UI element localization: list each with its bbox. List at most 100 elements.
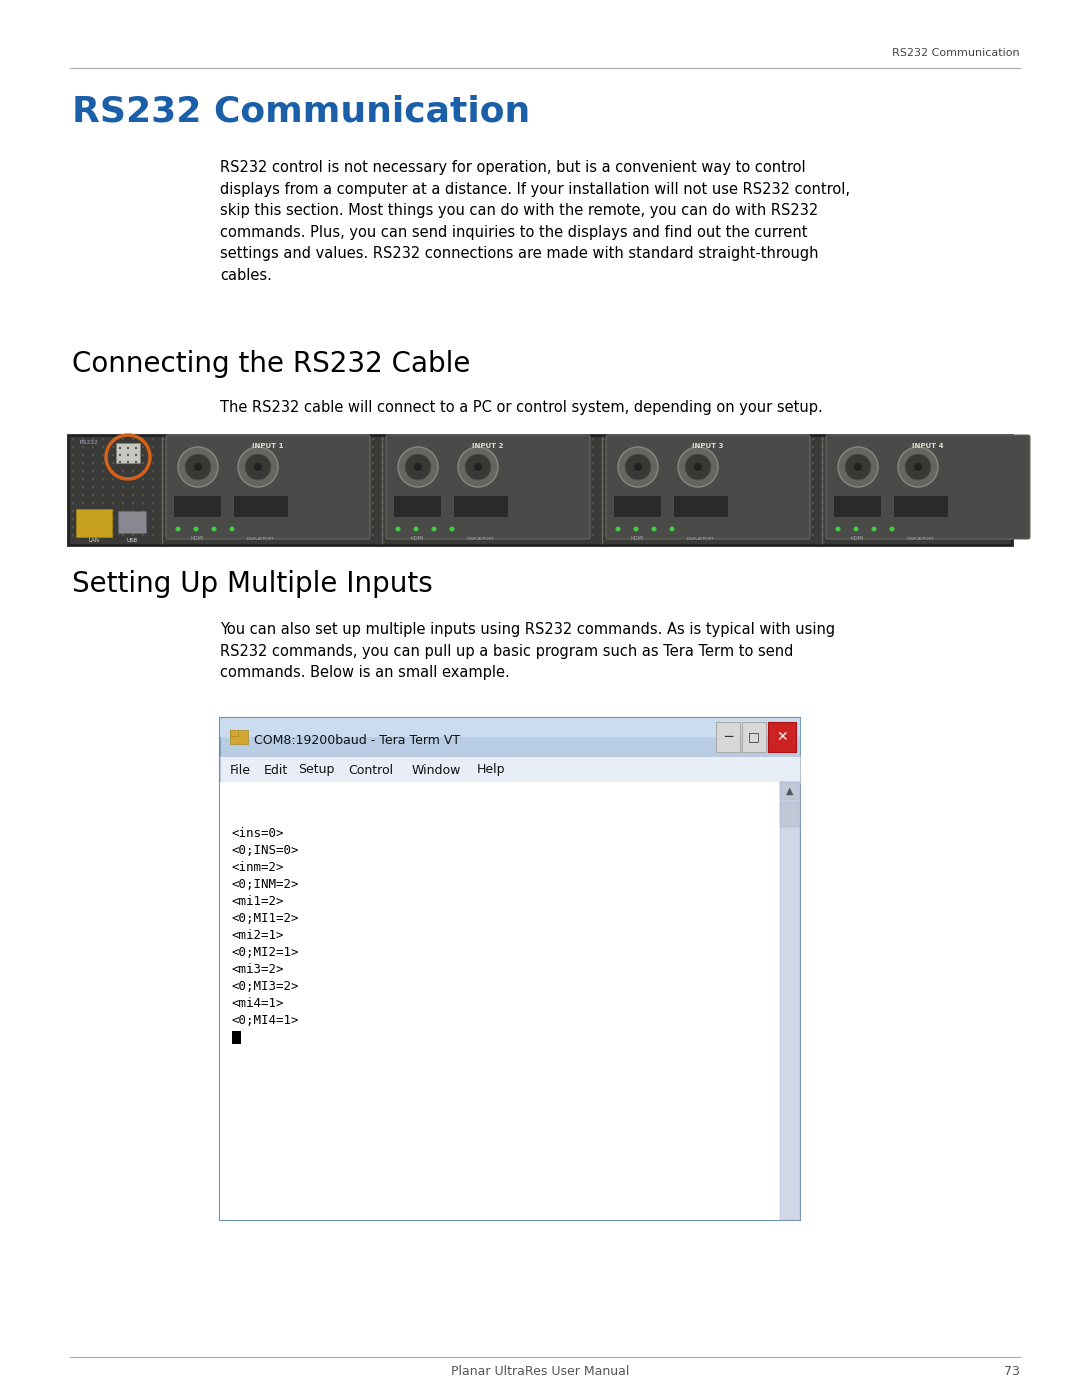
Text: HDMI: HDMI bbox=[850, 536, 864, 541]
Circle shape bbox=[712, 446, 714, 448]
Circle shape bbox=[912, 502, 914, 504]
Circle shape bbox=[652, 486, 654, 488]
Circle shape bbox=[502, 478, 504, 481]
Circle shape bbox=[752, 518, 754, 520]
Circle shape bbox=[102, 493, 104, 496]
Circle shape bbox=[341, 502, 345, 504]
Circle shape bbox=[252, 446, 254, 448]
Circle shape bbox=[512, 478, 514, 481]
Circle shape bbox=[991, 534, 995, 536]
Circle shape bbox=[912, 462, 914, 464]
Circle shape bbox=[512, 518, 514, 520]
Circle shape bbox=[502, 525, 504, 528]
Circle shape bbox=[432, 510, 434, 513]
Circle shape bbox=[119, 454, 121, 457]
Circle shape bbox=[632, 478, 634, 481]
Circle shape bbox=[132, 518, 134, 520]
Circle shape bbox=[862, 518, 864, 520]
Circle shape bbox=[562, 454, 564, 457]
Circle shape bbox=[562, 446, 564, 448]
Circle shape bbox=[491, 469, 495, 472]
Circle shape bbox=[411, 534, 415, 536]
Circle shape bbox=[782, 510, 784, 513]
Circle shape bbox=[462, 437, 464, 440]
Circle shape bbox=[812, 493, 814, 496]
Circle shape bbox=[352, 510, 354, 513]
Text: Planar UltraRes User Manual: Planar UltraRes User Manual bbox=[450, 1365, 630, 1377]
Circle shape bbox=[652, 454, 654, 457]
Circle shape bbox=[772, 486, 774, 488]
Circle shape bbox=[152, 486, 154, 488]
Circle shape bbox=[681, 502, 685, 504]
Circle shape bbox=[71, 437, 75, 440]
Circle shape bbox=[632, 446, 634, 448]
Circle shape bbox=[732, 462, 734, 464]
Circle shape bbox=[372, 525, 374, 528]
Circle shape bbox=[502, 502, 504, 504]
Circle shape bbox=[611, 454, 615, 457]
Circle shape bbox=[112, 446, 114, 448]
Circle shape bbox=[71, 525, 75, 528]
Circle shape bbox=[135, 447, 137, 450]
Circle shape bbox=[841, 502, 845, 504]
Circle shape bbox=[982, 534, 984, 536]
Text: <0;MI3=2>: <0;MI3=2> bbox=[232, 981, 299, 993]
Circle shape bbox=[792, 525, 794, 528]
Circle shape bbox=[411, 525, 415, 528]
Circle shape bbox=[892, 518, 894, 520]
Circle shape bbox=[458, 447, 498, 488]
Circle shape bbox=[822, 486, 824, 488]
Circle shape bbox=[152, 493, 154, 496]
Bar bbox=[220, 782, 780, 1220]
Circle shape bbox=[782, 454, 784, 457]
Circle shape bbox=[122, 502, 124, 504]
Circle shape bbox=[602, 469, 604, 472]
Circle shape bbox=[951, 469, 955, 472]
Circle shape bbox=[761, 518, 765, 520]
Circle shape bbox=[92, 446, 94, 448]
Circle shape bbox=[282, 534, 284, 536]
Circle shape bbox=[782, 486, 784, 488]
Circle shape bbox=[872, 534, 874, 536]
Circle shape bbox=[472, 437, 474, 440]
Circle shape bbox=[482, 437, 484, 440]
Circle shape bbox=[611, 478, 615, 481]
Circle shape bbox=[512, 437, 514, 440]
Text: HDMI: HDMI bbox=[190, 536, 204, 541]
Circle shape bbox=[341, 493, 345, 496]
Circle shape bbox=[126, 454, 130, 457]
Circle shape bbox=[571, 502, 575, 504]
Circle shape bbox=[141, 454, 145, 457]
Circle shape bbox=[422, 493, 424, 496]
Circle shape bbox=[112, 534, 114, 536]
Circle shape bbox=[832, 493, 834, 496]
Text: You can also set up multiple inputs using RS232 commands. As is typical with usi: You can also set up multiple inputs usin… bbox=[220, 622, 835, 680]
Circle shape bbox=[552, 518, 554, 520]
Circle shape bbox=[622, 534, 624, 536]
Circle shape bbox=[892, 510, 894, 513]
Circle shape bbox=[801, 446, 805, 448]
Circle shape bbox=[542, 486, 544, 488]
Circle shape bbox=[702, 437, 704, 440]
Circle shape bbox=[552, 478, 554, 481]
Circle shape bbox=[451, 525, 455, 528]
Circle shape bbox=[272, 486, 274, 488]
Text: Control: Control bbox=[348, 764, 393, 777]
Circle shape bbox=[382, 525, 384, 528]
Circle shape bbox=[951, 486, 955, 488]
Circle shape bbox=[922, 454, 924, 457]
Circle shape bbox=[822, 518, 824, 520]
Circle shape bbox=[942, 437, 944, 440]
Circle shape bbox=[402, 525, 404, 528]
Text: <0;MI4=1>: <0;MI4=1> bbox=[232, 1014, 299, 1027]
Circle shape bbox=[571, 437, 575, 440]
Circle shape bbox=[852, 437, 854, 440]
Text: COM8:19200baud - Tera Term VT: COM8:19200baud - Tera Term VT bbox=[254, 733, 460, 746]
Circle shape bbox=[472, 502, 474, 504]
Circle shape bbox=[542, 469, 544, 472]
Circle shape bbox=[742, 510, 744, 513]
Circle shape bbox=[432, 502, 434, 504]
Circle shape bbox=[912, 478, 914, 481]
Circle shape bbox=[832, 534, 834, 536]
Circle shape bbox=[71, 518, 75, 520]
